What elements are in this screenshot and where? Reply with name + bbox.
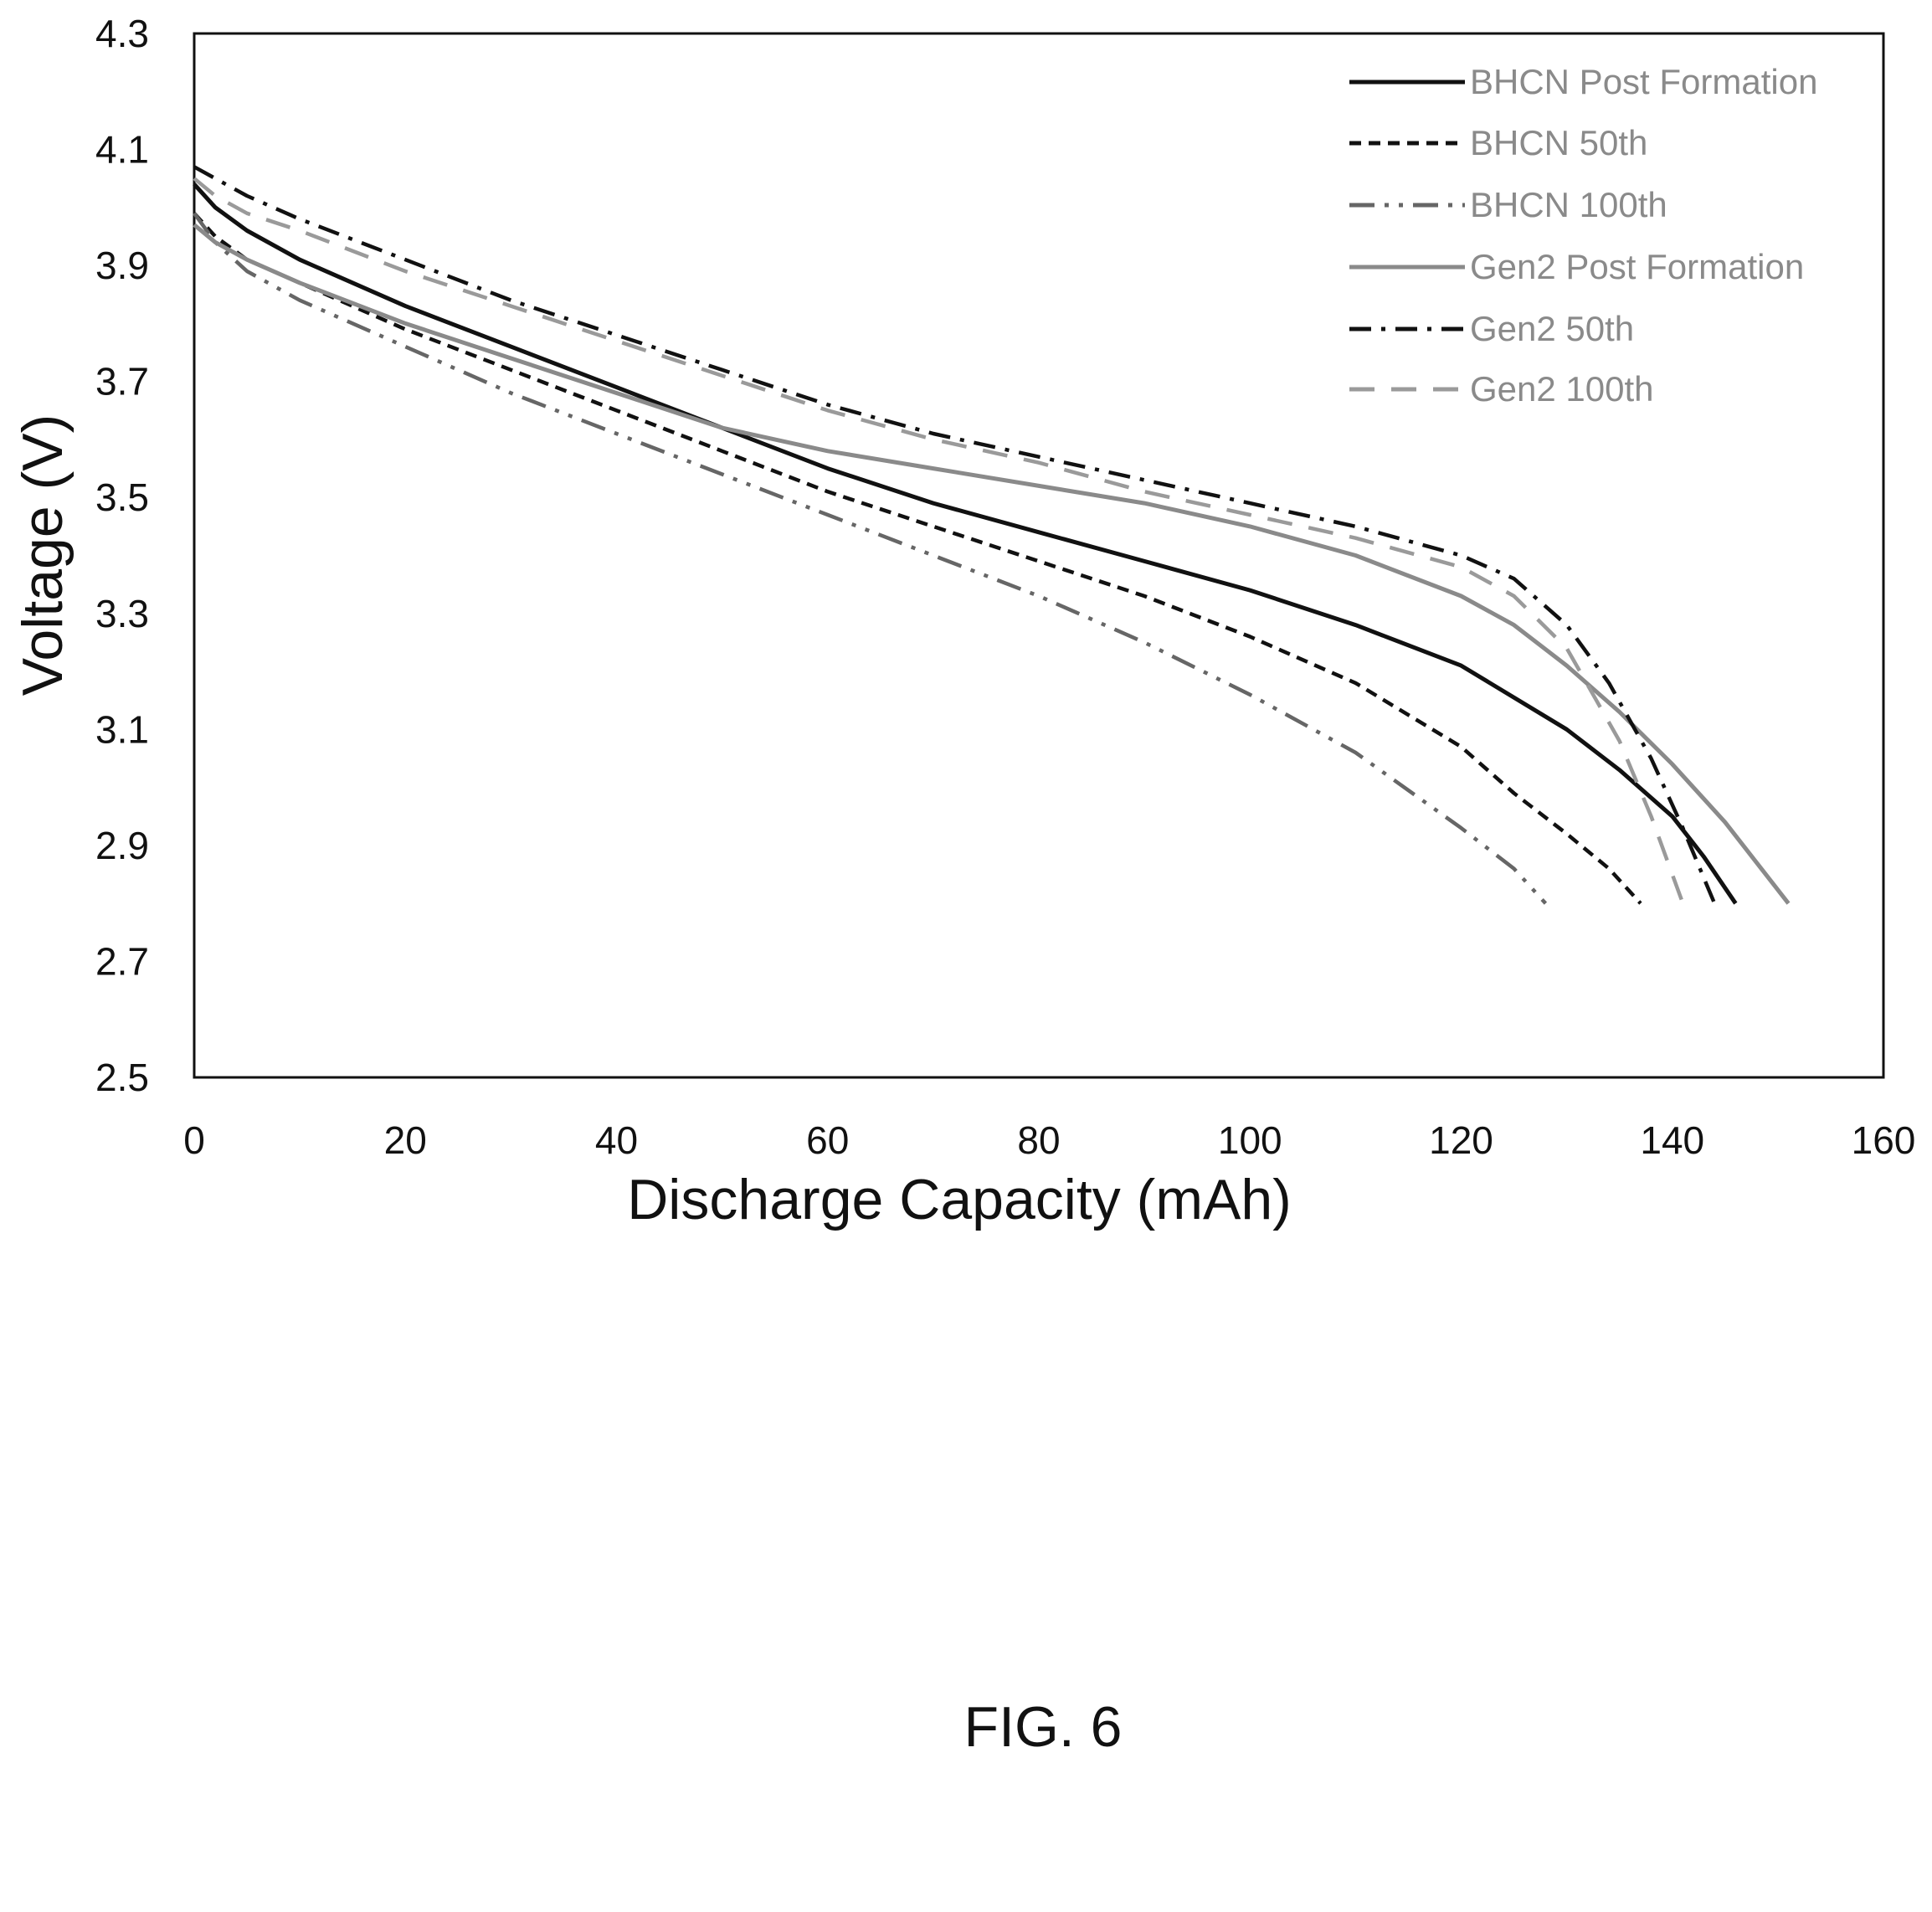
y-axis-title: Voltage (V): [11, 414, 75, 696]
figure-caption: FIG. 6: [964, 1695, 1123, 1759]
x-axis-title: Discharge Capacity (mAh): [627, 1168, 1292, 1231]
y-tick-label: 3.7: [95, 360, 149, 403]
x-tick-label: 80: [1017, 1118, 1060, 1162]
y-tick-label: 3.5: [95, 475, 149, 519]
x-tick-label: 0: [183, 1118, 205, 1162]
x-tick-label: 120: [1429, 1118, 1493, 1162]
legend-label: Gen2 50th: [1470, 309, 1634, 348]
x-axis-ticks: 0 20 40 60 80 100 120 140 160: [183, 1118, 1915, 1162]
legend: BHCN Post Formation BHCN 50th BHCN 100th Ge…: [1349, 62, 1817, 409]
y-tick-label: 2.7: [95, 939, 149, 983]
legend-label: BHCN Post Formation: [1470, 62, 1817, 101]
series-line: [193, 177, 1685, 904]
legend-label: BHCN 50th: [1470, 123, 1647, 162]
series-line: [193, 223, 1791, 905]
y-tick-label: 4.3: [95, 12, 149, 55]
series-line: [193, 212, 1548, 905]
y-tick-label: 2.5: [95, 1056, 149, 1099]
y-tick-label: 4.1: [95, 128, 149, 172]
legend-label: BHCN 100th: [1470, 185, 1667, 224]
series-lines: [193, 165, 1791, 905]
series-line: [193, 212, 1642, 905]
y-tick-label: 2.9: [95, 824, 149, 867]
legend-label: Gen2 Post Formation: [1470, 247, 1804, 286]
x-tick-label: 140: [1640, 1118, 1704, 1162]
legend-label: Gen2 100th: [1470, 369, 1654, 409]
series-line: [193, 182, 1738, 905]
x-tick-label: 100: [1218, 1118, 1282, 1162]
x-tick-label: 160: [1852, 1118, 1916, 1162]
x-tick-label: 40: [595, 1118, 638, 1162]
plot-frame: [193, 32, 1885, 1079]
x-tick-label: 60: [806, 1118, 849, 1162]
y-tick-label: 3.9: [95, 244, 149, 287]
series-line: [193, 165, 1717, 905]
x-tick-label: 20: [384, 1118, 427, 1162]
y-tick-label: 3.1: [95, 707, 149, 751]
y-tick-label: 3.3: [95, 592, 149, 635]
y-axis-ticks: 4.3 4.1 3.9 3.7 3.5 3.3 3.1 2.9 2.7 2.5: [95, 12, 149, 1099]
